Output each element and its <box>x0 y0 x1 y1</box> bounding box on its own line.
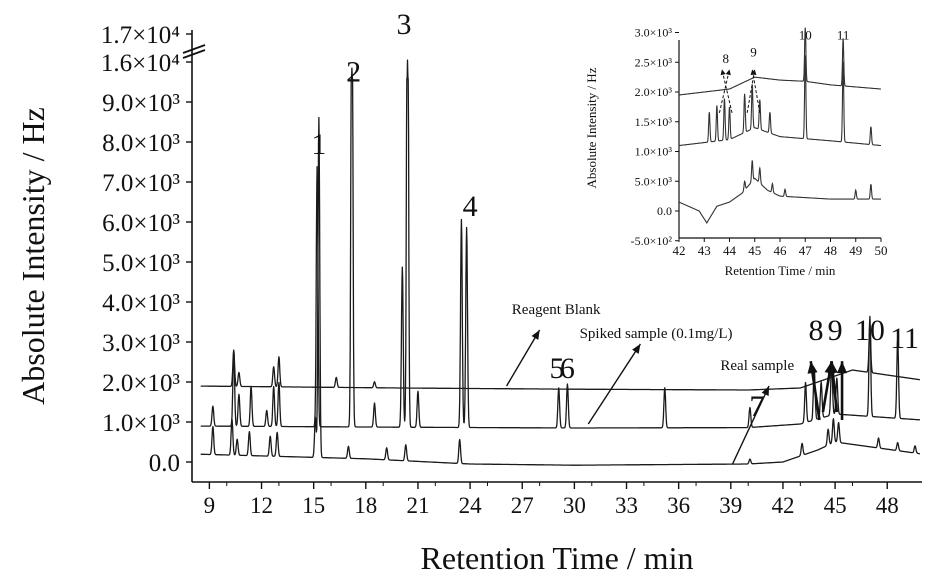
y-tick-label: 6.0×10³ <box>102 210 180 237</box>
peak-label: 11 <box>890 322 919 355</box>
inset-trace-real-sample <box>678 160 881 224</box>
inset-plot: 42 43 44 45 46 47 48 49 50 -5.0×10² 0.0 5.0×10³ 1.0×… <box>584 26 888 279</box>
series-annotation: Real sample <box>720 358 794 374</box>
y-tick-label: 1.7×10⁴ <box>101 22 180 49</box>
peak-label: 8 <box>808 314 823 347</box>
inset-x-tick-label: 43 <box>698 243 711 258</box>
peak-label: 7 <box>749 390 764 423</box>
inset-trace-reagent-blank <box>678 27 881 96</box>
inset-y-tick-label: 0.0 <box>657 204 672 218</box>
y-tick-label: 9.0×10³ <box>102 90 180 117</box>
x-tick-label: 24 <box>459 493 483 518</box>
inset-peak-label: 11 <box>837 28 850 43</box>
inset-y-tick-label: 3.0×10³ <box>635 26 673 40</box>
inset-x-tick-label: 44 <box>723 243 737 258</box>
y-tick-label: 1.0×10³ <box>102 410 180 437</box>
inset-y-tick-label: 1.0×10³ <box>635 145 673 159</box>
inset-y-tick-label: -5.0×10² <box>631 234 673 248</box>
peak-9-arrow-head <box>827 361 838 374</box>
y-tick-label: 4.0×10³ <box>102 290 180 317</box>
main-plot: 9 12 15 18 21 24 27 30 33 36 39 42 45 480.01.0×10³2.0… <box>15 8 922 576</box>
inset-peak-label: 8 <box>722 51 729 66</box>
x-tick-label: 18 <box>354 493 377 518</box>
inset-peak-8-arrow-head <box>725 69 731 76</box>
x-tick-label: 30 <box>563 493 586 518</box>
axis-break-mark <box>182 44 206 54</box>
x-tick-label: 36 <box>667 493 690 518</box>
axis-break-mark <box>182 49 206 59</box>
inset-peak-8-arrow <box>721 69 733 113</box>
x-axis-title: Retention Time / min <box>421 540 694 576</box>
inset-x-axis-title: Retention Time / min <box>725 263 836 278</box>
inset-peak-8-arrow <box>718 69 730 113</box>
series-annotation: Spiked sample (0.1mg/L) <box>580 326 733 342</box>
peak-label: 1 <box>311 128 326 161</box>
y-tick-label: 8.0×10³ <box>102 130 180 157</box>
peak-label: 10 <box>855 314 885 347</box>
inset-peak-9-arrow-head <box>750 69 756 76</box>
x-tick-label: 48 <box>876 493 899 518</box>
inset-y-tick-label: 2.0×10³ <box>635 85 673 99</box>
inset-y-tick-label: 1.5×10³ <box>635 115 673 129</box>
inset-x-tick-label: 49 <box>849 243 862 258</box>
x-tick-label: 39 <box>719 493 742 518</box>
inset-x-tick-label: 47 <box>799 243 813 258</box>
inset-x-tick-label: 42 <box>673 243 686 258</box>
x-tick-label: 42 <box>771 493 794 518</box>
series-annotation: Reagent Blank <box>512 302 601 318</box>
inset-x-tick-label: 45 <box>748 243 761 258</box>
inset-x-tick-label: 48 <box>824 243 837 258</box>
y-axis-title: Absolute Intensity / Hz <box>15 107 51 405</box>
inset-y-tick-label: 5.0×10³ <box>635 174 673 188</box>
x-tick-label: 15 <box>302 493 325 518</box>
inset-y-tick-label: 2.5×10³ <box>635 55 673 69</box>
y-tick-label: 0.0 <box>149 450 180 477</box>
inset-x-tick-label: 50 <box>875 243 888 258</box>
spiked-sample-arrow <box>587 343 642 425</box>
peak-label: 4 <box>463 190 478 223</box>
y-tick-label: 1.6×10⁴ <box>101 50 180 77</box>
peak-8-arrow-head <box>807 361 818 374</box>
peak-label: 3 <box>397 8 412 41</box>
inset-y-axis-title: Absolute Intensity / Hz <box>584 67 599 188</box>
x-tick-label: 33 <box>615 493 638 518</box>
inset-peak-9-arrow <box>751 69 761 113</box>
x-tick-label: 21 <box>406 493 429 518</box>
inset-peak-label: 10 <box>799 28 812 43</box>
y-tick-label: 7.0×10³ <box>102 170 180 197</box>
peak-9-arrow-head <box>836 361 848 374</box>
peak-label: 2 <box>346 55 361 88</box>
peak-label: 5 <box>550 352 565 385</box>
peak-label: 6 <box>560 352 575 385</box>
inset-trace-spiked-sample-0-1mg-l- <box>678 55 881 147</box>
reagent-blank-arrow-head <box>531 330 540 340</box>
x-tick-label: 9 <box>204 493 216 518</box>
y-tick-label: 3.0×10³ <box>102 330 180 357</box>
y-tick-label: 5.0×10³ <box>102 250 180 277</box>
spiked-sample-arrow-head <box>632 344 641 354</box>
inset-peak-8-arrow-head <box>720 69 726 76</box>
inset-x-tick-label: 46 <box>774 243 788 258</box>
y-tick-label: 2.0×10³ <box>102 370 180 397</box>
peak-label: 9 <box>828 314 843 347</box>
x-tick-label: 27 <box>511 493 534 518</box>
reagent-blank-arrow <box>505 329 541 387</box>
real-sample-arrow <box>731 385 770 465</box>
trace-real-sample <box>200 116 921 466</box>
x-tick-label: 12 <box>250 493 273 518</box>
inset-peak-label: 9 <box>750 44 757 59</box>
x-tick-label: 45 <box>824 493 847 518</box>
real-sample-arrow-head <box>761 386 770 396</box>
